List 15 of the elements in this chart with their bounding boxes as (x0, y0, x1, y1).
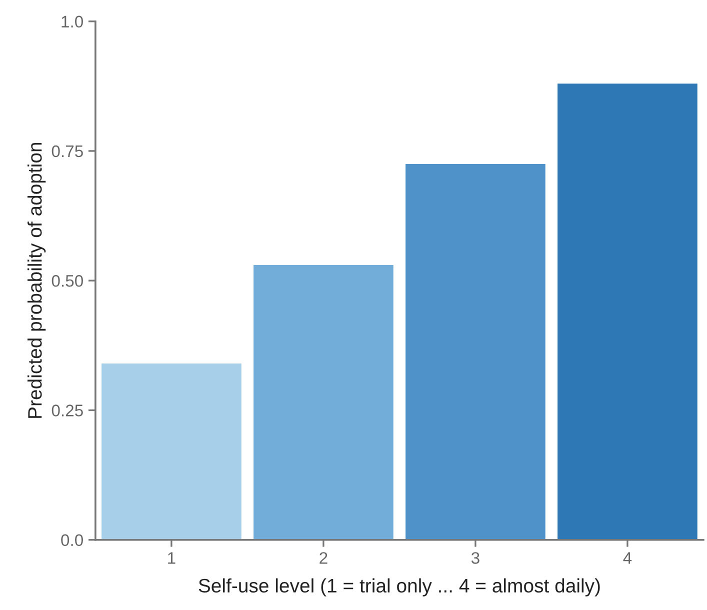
y-tick-label: 0.50 (52, 275, 83, 287)
x-tick-label: 4 (623, 552, 632, 564)
y-tick-label: 0.0 (61, 534, 83, 546)
y-axis-title: Predicted probability of adoption (28, 142, 46, 418)
x-tick-label: 1 (168, 552, 176, 564)
y-tick-label: 0.25 (52, 404, 83, 416)
y-tick-label: 1.0 (62, 16, 83, 28)
x-axis-title: Self-use level (1 = trial only ... 4 = almost daily) (198, 578, 600, 596)
y-tick-label: 0.75 (52, 145, 83, 158)
bar (406, 164, 546, 540)
x-tick-label: 2 (320, 552, 328, 564)
bar (558, 84, 698, 540)
x-tick-label: 3 (471, 552, 480, 564)
bar (254, 265, 394, 540)
bar (102, 364, 242, 540)
